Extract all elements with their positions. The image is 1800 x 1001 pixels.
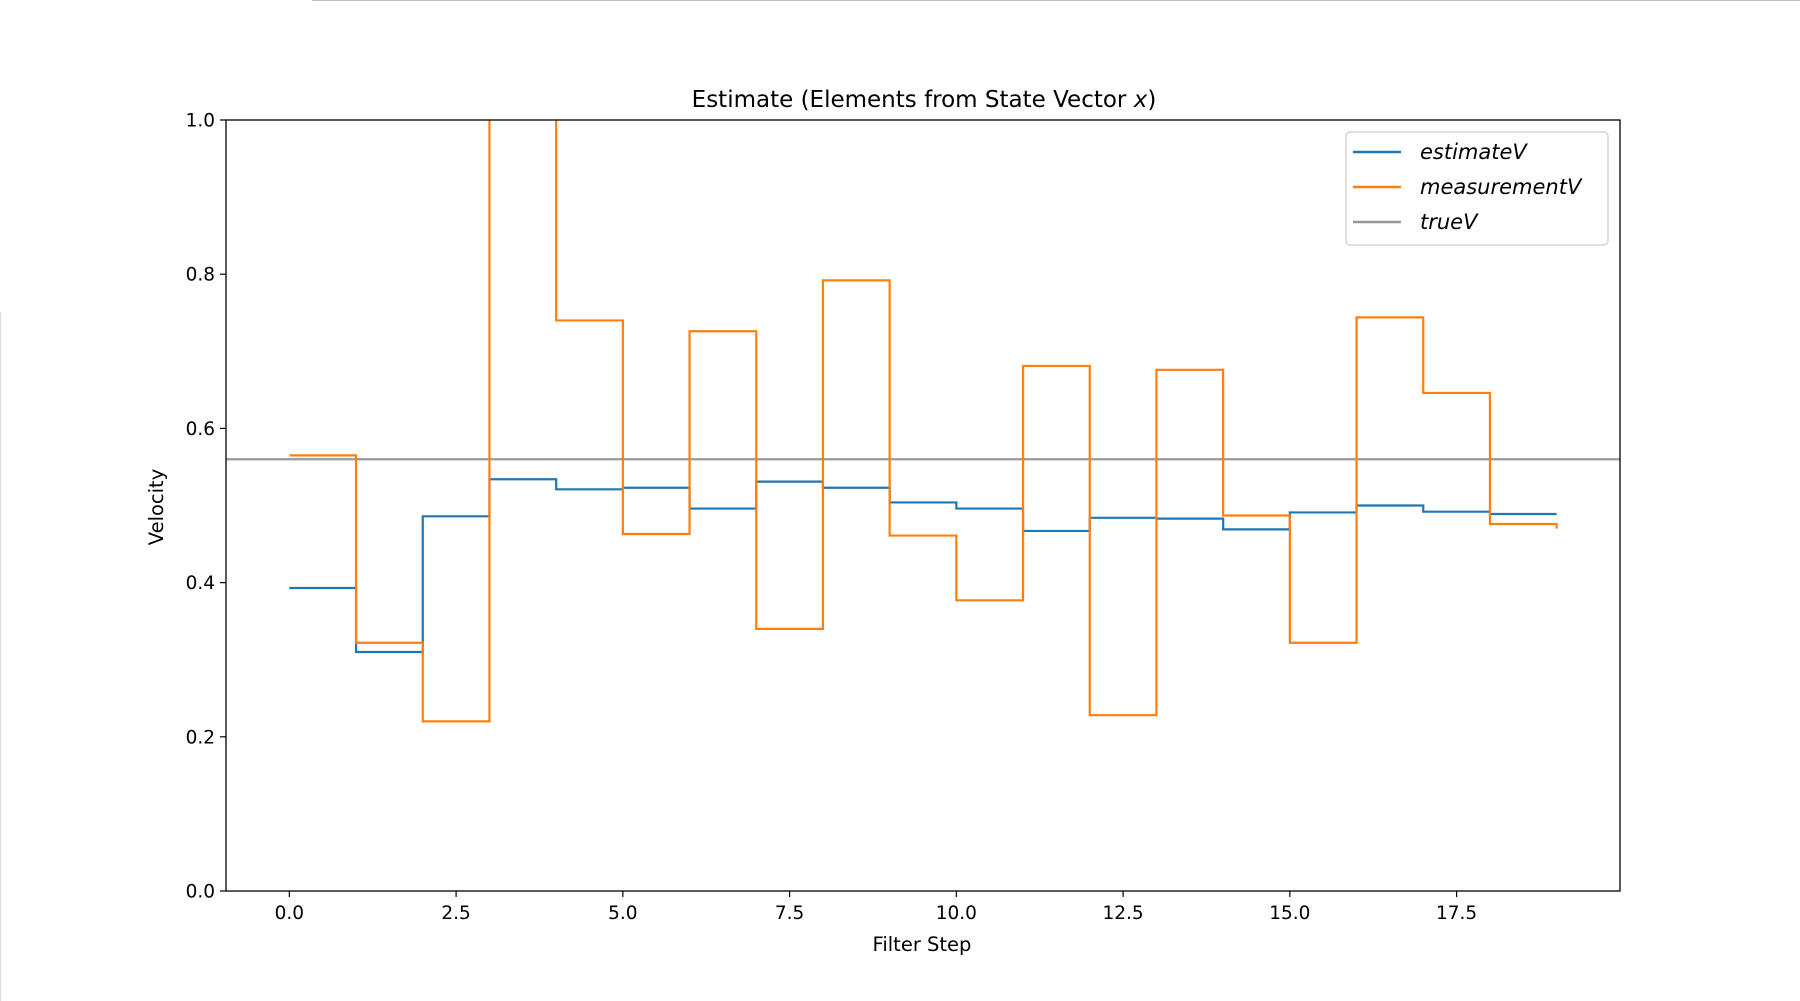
y-axis-ticks: 0.0 0.2 0.4 0.6 0.8 1.0 xyxy=(186,111,226,903)
x-tick-label: 5.0 xyxy=(608,903,637,924)
legend-label-measurementV: measurementV xyxy=(1420,175,1583,199)
x-axis-label: Filter Step xyxy=(873,933,972,956)
legend-label-estimateV: estimateV xyxy=(1420,140,1528,164)
chart-title: Estimate (Elements from State Vector x) xyxy=(692,87,1157,113)
legend: estimateV measurementV trueV xyxy=(1345,131,1609,246)
y-axis-label: Velocity xyxy=(145,469,168,546)
y-tick-label: 0.8 xyxy=(186,265,215,286)
plot-lines xyxy=(226,120,1620,723)
x-tick-label: 2.5 xyxy=(441,903,470,924)
x-tick-label: 15.0 xyxy=(1269,903,1310,924)
y-tick-label: 1.0 xyxy=(186,111,215,132)
y-tick-label: 0.2 xyxy=(186,727,215,748)
series-estimateV-line xyxy=(289,478,1557,654)
series-measurementV-line xyxy=(289,120,1558,723)
y-tick-label: 0.4 xyxy=(186,573,215,594)
y-tick-label: 0.6 xyxy=(186,419,215,440)
x-tick-label: 17.5 xyxy=(1436,903,1477,924)
x-tick-label: 12.5 xyxy=(1102,903,1143,924)
legend-box xyxy=(1345,131,1609,246)
legend-label-trueV: trueV xyxy=(1420,210,1479,234)
x-tick-label: 10.0 xyxy=(936,903,977,924)
plot-frame xyxy=(225,119,1621,892)
x-tick-label: 0.0 xyxy=(275,903,304,924)
x-axis-ticks: 0.0 2.5 5.0 7.5 10.0 12.5 15.0 17.5 xyxy=(275,891,1477,924)
x-tick-label: 7.5 xyxy=(775,903,804,924)
y-tick-label: 0.0 xyxy=(186,882,215,903)
